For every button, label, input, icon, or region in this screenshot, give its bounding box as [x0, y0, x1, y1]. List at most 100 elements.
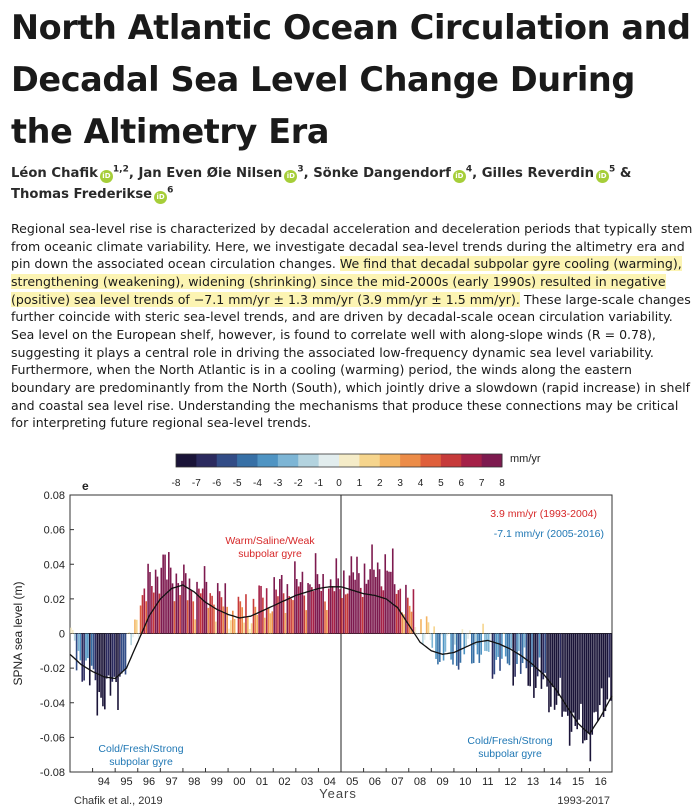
- sea-level-bar: [369, 569, 371, 634]
- sea-level-bar: [423, 633, 426, 640]
- sea-level-bar: [94, 633, 97, 681]
- sea-level-bar: [493, 633, 496, 675]
- author-name[interactable]: Sönke Dangendorf: [313, 166, 451, 181]
- colorbar-swatch: [339, 454, 360, 467]
- sea-level-bar: [233, 618, 236, 634]
- colorbar-swatch: [461, 454, 483, 467]
- sea-level-bar: [344, 594, 347, 634]
- sea-level-bar: [119, 633, 121, 677]
- y-tick-label: 0.08: [44, 490, 65, 502]
- author-name[interactable]: Léon Chafik: [11, 166, 98, 181]
- sea-level-bar: [367, 579, 370, 634]
- sea-level-bar: [414, 627, 417, 634]
- sea-level-bar: [169, 567, 172, 634]
- sea-level-bar: [151, 585, 153, 634]
- sea-level-bar: [568, 633, 571, 746]
- sea-level-bar: [175, 573, 178, 634]
- abstract: Regional sea-level rise is characterized…: [11, 220, 695, 432]
- sea-level-bar: [361, 596, 364, 634]
- colorbar-tick-label: 3: [397, 478, 403, 489]
- orcid-icon[interactable]: iD: [284, 170, 298, 183]
- x-tick-label: 09: [437, 776, 449, 788]
- colorbar-swatch: [216, 454, 238, 467]
- sea-level-bar: [469, 630, 471, 634]
- sea-level-bar: [587, 633, 590, 734]
- colorbar-swatch: [257, 454, 279, 467]
- colorbar-swatch: [440, 454, 462, 467]
- author-name[interactable]: Jan Even Øie Nilsen: [138, 166, 283, 181]
- sea-level-bar: [429, 633, 432, 641]
- sea-level-bar: [478, 633, 481, 663]
- colorbar-frame: [175, 453, 503, 468]
- sea-level-bar: [553, 633, 556, 710]
- sea-level-bar: [128, 631, 131, 634]
- sea-level-bar: [531, 633, 533, 667]
- sea-level-bar: [256, 614, 259, 634]
- sea-level-bar: [521, 633, 524, 664]
- x-tick-label: 02: [278, 776, 290, 788]
- sea-level-bar: [598, 633, 601, 706]
- plot-area: 0.08 0.06 0.04 0.02 0 -0.02 -0.04 -0.06 -0.08 94 9…: [40, 490, 613, 788]
- sea-level-bar: [504, 633, 507, 657]
- sea-level-bar: [418, 633, 420, 635]
- sea-level-bar: [435, 633, 437, 659]
- sea-level-bar: [260, 585, 262, 634]
- y-tick-label: -0.08: [40, 767, 65, 779]
- sea-level-bar: [173, 601, 176, 634]
- orcid-icon[interactable]: iD: [99, 170, 113, 183]
- sea-level-bar: [75, 633, 78, 671]
- sea-level-bar: [550, 633, 552, 707]
- sea-level-bar: [439, 633, 441, 662]
- orcid-icon[interactable]: iD: [154, 191, 168, 204]
- orcid-icon[interactable]: iD: [595, 170, 609, 183]
- sea-level-chart: -8 -7 -6 -5 -4 -3 -2 -1 0 1 2 3 4 5 6 7 8 mm/yr 0.080.06…: [11, 453, 613, 807]
- orcid-icon[interactable]: iD: [452, 170, 466, 183]
- colorbar-swatch: [379, 454, 401, 467]
- x-tick-label: 95: [120, 776, 132, 788]
- panel-label: e: [82, 479, 89, 493]
- sea-level-bar: [401, 612, 403, 634]
- sea-level-bar: [525, 633, 528, 669]
- affiliation-marker: 6: [167, 185, 174, 196]
- sea-level-bar: [316, 574, 319, 634]
- sea-level-bar: [305, 610, 307, 634]
- author-name[interactable]: Gilles Reverdin: [481, 166, 594, 181]
- sea-level-bar: [595, 633, 597, 712]
- sea-level-bar: [177, 583, 180, 634]
- author-name[interactable]: Thomas Frederikse: [11, 187, 153, 202]
- sea-level-bar: [365, 583, 368, 634]
- sea-level-bar: [143, 588, 146, 634]
- sea-level-bar: [606, 633, 609, 700]
- x-tick-label: 13: [527, 776, 539, 788]
- sea-level-bar: [267, 607, 270, 634]
- sea-level-bar: [248, 629, 251, 634]
- period-label: 1993-2017: [557, 795, 610, 807]
- colorbar-tick-label: -7: [192, 478, 201, 489]
- sea-level-bar: [139, 605, 142, 634]
- sea-level-bar: [245, 594, 247, 634]
- author-separator: ,: [128, 166, 139, 181]
- sea-level-bar: [600, 633, 603, 689]
- sea-level-bar: [452, 633, 454, 665]
- sea-level-bar: [422, 633, 424, 645]
- sea-level-bar: [275, 589, 277, 634]
- sea-level-bar: [303, 595, 306, 634]
- sea-level-bar: [585, 633, 588, 740]
- y-axis-label: SPNA sea level (m): [11, 581, 25, 685]
- sea-level-bar: [271, 611, 274, 634]
- sea-level-bar: [294, 561, 296, 634]
- sea-level-bar: [420, 619, 422, 634]
- sea-level-bar: [194, 619, 196, 634]
- colorbar-tick-label: -3: [273, 478, 282, 489]
- sea-level-bar: [497, 633, 499, 657]
- sea-level-bar: [391, 548, 394, 634]
- x-tick-label: 97: [166, 776, 178, 788]
- sea-level-bar: [486, 633, 488, 652]
- x-tick-label: 12: [504, 776, 516, 788]
- sea-level-bar: [226, 606, 228, 634]
- sea-level-bar: [610, 633, 612, 701]
- sea-level-bar: [87, 633, 89, 659]
- sea-level-bar: [184, 573, 187, 634]
- sea-level-bar: [258, 585, 260, 634]
- x-tick-label: 00: [233, 776, 245, 788]
